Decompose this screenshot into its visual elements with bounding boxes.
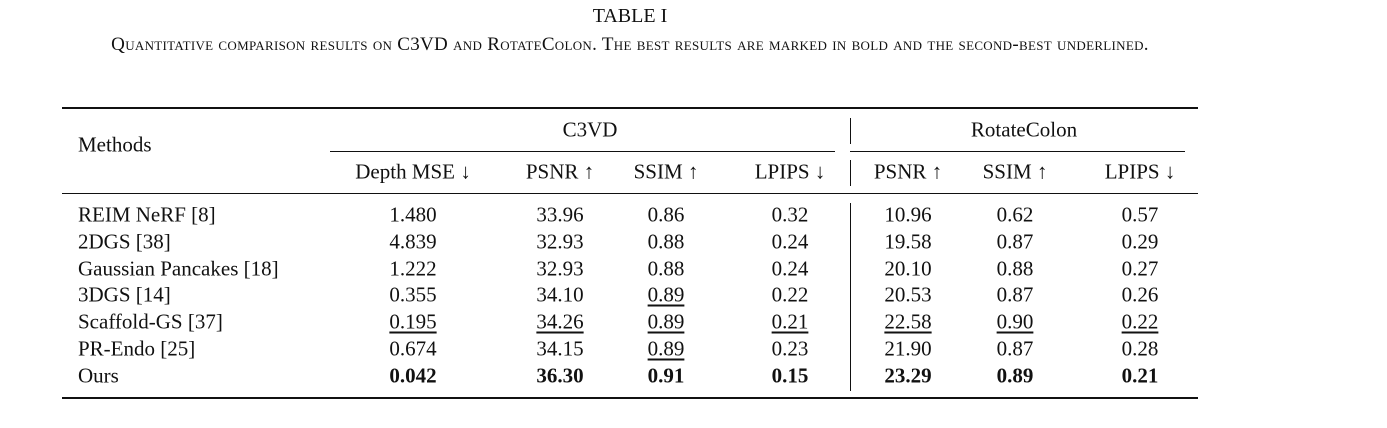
cell: 0.28 bbox=[1121, 336, 1159, 361]
cell: 10.96 bbox=[884, 202, 932, 227]
cell: 0.87 bbox=[996, 336, 1034, 361]
cell: 0.195 bbox=[389, 309, 437, 334]
table-caption: Quantitative comparison results on C3VD … bbox=[111, 34, 1149, 55]
method-name: 2DGS [38] bbox=[78, 229, 171, 254]
cell: 0.15 bbox=[771, 363, 809, 388]
cell: 0.674 bbox=[389, 336, 437, 361]
cell: 0.88 bbox=[647, 256, 685, 281]
cell: 0.87 bbox=[996, 229, 1034, 254]
separator bbox=[850, 160, 851, 186]
cell: 0.62 bbox=[996, 202, 1034, 227]
cell: 0.22 bbox=[1121, 309, 1159, 334]
cell: 0.23 bbox=[771, 336, 809, 361]
table-label: TABLE I bbox=[592, 5, 668, 27]
cell: 0.042 bbox=[389, 363, 437, 388]
separator bbox=[850, 203, 851, 391]
cell: 23.29 bbox=[884, 363, 932, 388]
cell: 0.22 bbox=[771, 282, 809, 307]
cell: 36.30 bbox=[536, 363, 584, 388]
column-header: SSIM ↑ bbox=[982, 159, 1048, 184]
method-name: Gaussian Pancakes [18] bbox=[78, 256, 279, 281]
cell: 0.26 bbox=[1121, 282, 1159, 307]
method-name: PR-Endo [25] bbox=[78, 336, 196, 361]
column-header: PSNR ↑ bbox=[525, 159, 595, 184]
column-header: SSIM ↑ bbox=[633, 159, 699, 184]
group-rule bbox=[330, 151, 835, 152]
cell: 34.10 bbox=[536, 282, 584, 307]
method-name: REIM NeRF [8] bbox=[78, 202, 216, 227]
method-name: Scaffold-GS [37] bbox=[78, 309, 223, 334]
mid-rule bbox=[62, 193, 1198, 194]
cell: 0.88 bbox=[996, 256, 1034, 281]
cell: 1.222 bbox=[389, 256, 437, 281]
cell: 0.32 bbox=[771, 202, 809, 227]
cell: 32.93 bbox=[536, 256, 584, 281]
cell: 0.89 bbox=[996, 363, 1034, 388]
cell: 20.10 bbox=[884, 256, 932, 281]
column-header: LPIPS ↓ bbox=[1104, 159, 1176, 184]
cell: 0.89 bbox=[647, 282, 685, 307]
cell: 0.21 bbox=[771, 309, 809, 334]
method-name: 3DGS [14] bbox=[78, 282, 171, 307]
column-header: LPIPS ↓ bbox=[754, 159, 826, 184]
group-rule bbox=[850, 151, 1185, 152]
cell: 0.89 bbox=[647, 336, 685, 361]
cell: 0.355 bbox=[389, 282, 437, 307]
cell: 0.24 bbox=[771, 229, 809, 254]
method-name: Ours bbox=[78, 363, 119, 388]
cell: 33.96 bbox=[536, 202, 584, 227]
cell: 0.89 bbox=[647, 309, 685, 334]
cell: 34.15 bbox=[536, 336, 584, 361]
cell: 1.480 bbox=[389, 202, 437, 227]
cell: 20.53 bbox=[884, 282, 932, 307]
group-header: C3VD bbox=[562, 117, 618, 142]
cell: 0.90 bbox=[996, 309, 1034, 334]
cell: 0.88 bbox=[647, 229, 685, 254]
separator bbox=[850, 118, 851, 144]
cell: 19.58 bbox=[884, 229, 932, 254]
cell: 4.839 bbox=[389, 229, 437, 254]
column-header: Methods bbox=[78, 132, 152, 157]
column-header: PSNR ↑ bbox=[873, 159, 943, 184]
cell: 32.93 bbox=[536, 229, 584, 254]
cell: 0.86 bbox=[647, 202, 685, 227]
column-header: Depth MSE ↓ bbox=[355, 159, 471, 184]
cell: 21.90 bbox=[884, 336, 932, 361]
cell: 34.26 bbox=[536, 309, 584, 334]
cell: 0.91 bbox=[647, 363, 685, 388]
cell: 0.27 bbox=[1121, 256, 1159, 281]
group-header: RotateColon bbox=[970, 117, 1078, 142]
cell: 0.24 bbox=[771, 256, 809, 281]
cell: 0.87 bbox=[996, 282, 1034, 307]
cell: 0.57 bbox=[1121, 202, 1159, 227]
cell: 0.29 bbox=[1121, 229, 1159, 254]
bottom-rule bbox=[62, 397, 1198, 399]
cell: 22.58 bbox=[884, 309, 932, 334]
cell: 0.21 bbox=[1121, 363, 1159, 388]
top-rule bbox=[62, 107, 1198, 109]
